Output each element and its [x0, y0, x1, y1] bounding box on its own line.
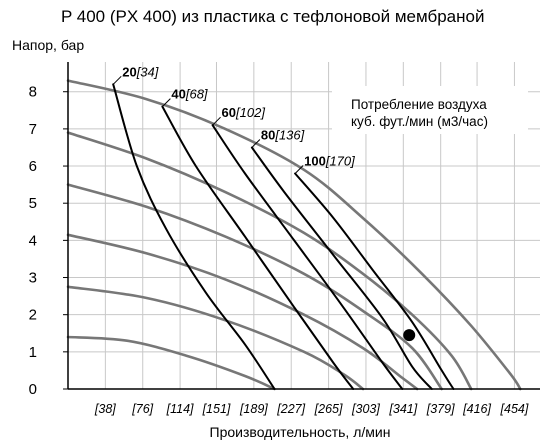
y-tick-label: 3: [29, 270, 37, 287]
air-curve-20: [112, 83, 276, 390]
air-label-leader: [251, 139, 261, 148]
y-tick-label: 6: [29, 158, 37, 175]
performance-curve: [66, 131, 473, 391]
x-tick-label: [303]: [351, 402, 380, 416]
air-label-leader: [294, 165, 304, 174]
y-tick-label: 7: [29, 121, 37, 138]
tick-labels: 0 1 2 3 4 5 6 7 8 [38] [76] [114] [151] [189] [227] [26…: [29, 84, 529, 416]
chart-title: P 400 (PX 400) из пластика с тефлоновой …: [61, 7, 484, 26]
air-curve-60: [211, 124, 404, 390]
air-label-cfm: 100: [304, 153, 326, 168]
x-tick-label: [76]: [131, 402, 153, 416]
operating-point: [403, 329, 416, 342]
x-tick-label: [189]: [239, 402, 268, 416]
performance-curve: [66, 183, 443, 391]
air-label-cfm: 20: [122, 64, 136, 79]
x-tick-label: [265]: [314, 402, 343, 416]
air-label-cfm: 60: [222, 105, 236, 120]
air-curve-100: [294, 172, 455, 390]
x-tick-label: [151]: [202, 402, 231, 416]
y-axis-label: Напор, бар: [12, 37, 84, 53]
x-tick-label: [114]: [166, 402, 194, 416]
axes: [67, 62, 540, 390]
air-label-80: 80[136]: [261, 127, 305, 142]
y-tick-label: 5: [29, 195, 37, 212]
air-label-m3h: [34]: [136, 64, 159, 79]
legend-line-1: Потребление воздуха: [351, 97, 487, 112]
performance-curve: [66, 79, 522, 391]
performance-curve: [66, 285, 365, 391]
x-tick-label: [416]: [462, 402, 491, 416]
air-label-cfm: 40: [171, 87, 185, 102]
air-label-leader: [212, 116, 221, 126]
air-label-leader: [112, 75, 122, 85]
legend-line-2: куб. фут./мин (м3/час): [351, 114, 488, 129]
air-labels: 20[34]40[68]60[102]80[136]100[170]: [112, 64, 355, 174]
air-consumption-curves: [112, 83, 455, 390]
x-axis-label: Производительность, л/мин: [210, 424, 391, 440]
air-label-leader: [162, 98, 171, 107]
x-tick-label: [227]: [276, 402, 305, 416]
y-tick-label: 8: [29, 84, 37, 101]
air-label-20: 20[34]: [122, 64, 159, 79]
x-tick-label: [38]: [94, 402, 116, 416]
y-tick-label: 4: [29, 232, 37, 249]
air-label-60: 60[102]: [222, 105, 266, 120]
air-label-cfm: 80: [261, 127, 275, 142]
air-label-m3h: [68]: [185, 87, 208, 102]
air-label-40: 40[68]: [171, 87, 208, 102]
air-curve-40: [161, 105, 355, 390]
y-tick-label: 2: [29, 307, 37, 324]
air-label-m3h: [102]: [235, 105, 265, 120]
air-label-100: 100[170]: [304, 153, 355, 168]
legend-box: [332, 86, 528, 134]
x-tick-label: [341]: [388, 402, 417, 416]
x-tick-label: [454]: [500, 402, 529, 416]
y-tick-label: 1: [29, 344, 37, 361]
operating-point-layer: [403, 329, 416, 342]
x-tick-label: [379]: [426, 402, 455, 416]
y-tick-label: 0: [29, 381, 37, 398]
air-label-m3h: [170]: [325, 153, 355, 168]
air-label-m3h: [136]: [274, 127, 304, 142]
performance-curve: [66, 335, 276, 391]
air-curve-80: [250, 146, 433, 390]
